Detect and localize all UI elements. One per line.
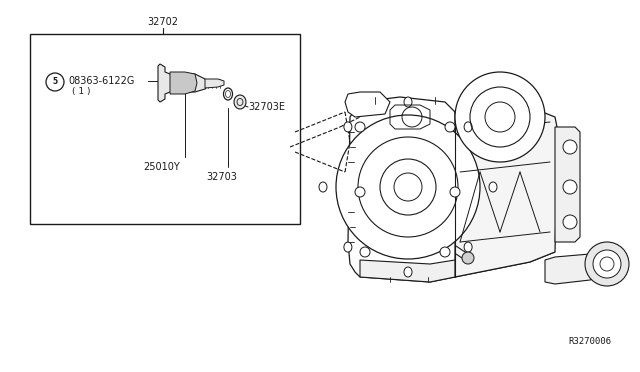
Text: 32703: 32703 (207, 172, 237, 182)
Ellipse shape (489, 182, 497, 192)
Polygon shape (170, 72, 197, 94)
Circle shape (462, 252, 474, 264)
Circle shape (563, 180, 577, 194)
Text: 32702: 32702 (147, 17, 179, 27)
Polygon shape (158, 64, 210, 102)
Circle shape (585, 242, 629, 286)
Ellipse shape (464, 242, 472, 252)
Polygon shape (345, 92, 390, 117)
Circle shape (355, 187, 365, 197)
Polygon shape (360, 247, 555, 282)
Polygon shape (455, 107, 558, 277)
Ellipse shape (404, 97, 412, 107)
Circle shape (440, 247, 450, 257)
Text: 5: 5 (52, 77, 58, 86)
Text: R3270006: R3270006 (568, 337, 611, 346)
Ellipse shape (404, 267, 412, 277)
Circle shape (455, 72, 545, 162)
Ellipse shape (344, 242, 352, 252)
Text: 08363-6122G: 08363-6122G (68, 76, 134, 86)
Circle shape (593, 250, 621, 278)
Polygon shape (555, 127, 580, 242)
Circle shape (360, 247, 370, 257)
Polygon shape (205, 79, 224, 88)
Circle shape (445, 122, 455, 132)
Circle shape (563, 140, 577, 154)
Circle shape (563, 215, 577, 229)
Text: 32703E: 32703E (248, 102, 285, 112)
Ellipse shape (344, 122, 352, 132)
Circle shape (450, 187, 460, 197)
Ellipse shape (464, 122, 472, 132)
Bar (30, 34, 300, 224)
Text: 25010Y: 25010Y (143, 162, 180, 172)
Circle shape (355, 122, 365, 132)
Circle shape (336, 115, 480, 259)
Polygon shape (545, 252, 620, 284)
Polygon shape (348, 97, 465, 282)
Ellipse shape (234, 95, 246, 109)
Text: ( 1 ): ( 1 ) (72, 87, 90, 96)
Ellipse shape (319, 182, 327, 192)
